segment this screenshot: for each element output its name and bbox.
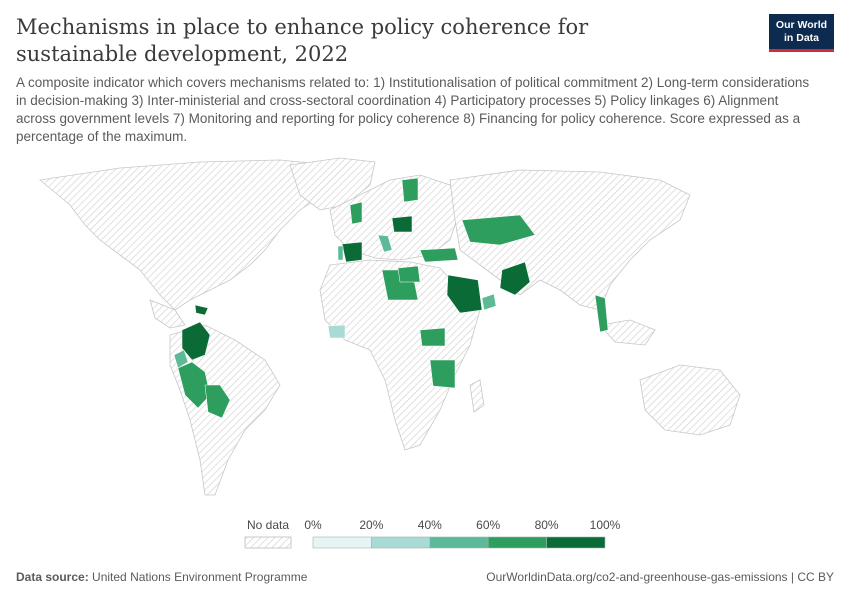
owid-logo[interactable]: Our World in Data bbox=[769, 14, 834, 52]
country-poland bbox=[391, 215, 413, 233]
data-source: Data source: United Nations Environment … bbox=[16, 570, 307, 584]
land-madagascar bbox=[469, 379, 485, 413]
country-saudi-arabia bbox=[446, 274, 483, 314]
country-turkey bbox=[419, 247, 459, 263]
data-source-text: United Nations Environment Programme bbox=[92, 570, 308, 584]
country-italy bbox=[377, 234, 393, 253]
country-pakistan bbox=[499, 261, 531, 296]
country-spain bbox=[341, 241, 363, 263]
legend-bin-label-2: 40% bbox=[418, 518, 442, 532]
country-colombia bbox=[181, 321, 211, 361]
chart-title: Mechanisms in place to enhance policy co… bbox=[16, 15, 589, 66]
legend-bin-label-1: 20% bbox=[359, 518, 383, 532]
land-se-asia bbox=[599, 319, 656, 346]
country-portugal bbox=[337, 245, 344, 261]
country-ecuador bbox=[173, 349, 189, 369]
legend-bin-3[interactable] bbox=[487, 536, 547, 549]
data-source-label: Data source: bbox=[16, 570, 89, 584]
legend-bin-label-0: 0% bbox=[304, 518, 322, 532]
country-shapes bbox=[173, 177, 609, 419]
country-libya bbox=[397, 265, 421, 283]
legend-bins: 0% 20% 40% 60% 80% bbox=[304, 518, 606, 549]
land-greenland bbox=[289, 157, 376, 211]
land-central-america bbox=[149, 299, 186, 329]
legend-no-data-label: No data bbox=[247, 518, 289, 532]
country-tanzania bbox=[429, 359, 456, 389]
land-north-america bbox=[39, 159, 331, 311]
legend-bin-1[interactable] bbox=[371, 536, 431, 549]
legend-bin-4[interactable] bbox=[546, 536, 606, 549]
country-vietnam bbox=[594, 294, 609, 333]
country-bolivia bbox=[204, 384, 231, 419]
legend-no-data-swatch bbox=[244, 536, 292, 549]
country-car bbox=[419, 327, 446, 347]
chart-subtitle: A composite indicator which covers mecha… bbox=[16, 75, 810, 144]
country-ivory-coast bbox=[327, 324, 346, 339]
color-legend: No data 0% 20% 40% 60% 80% 100% bbox=[244, 518, 621, 549]
no-data-land bbox=[39, 157, 741, 496]
country-oman bbox=[481, 293, 497, 311]
world-map[interactable] bbox=[0, 150, 850, 510]
legend-bin-2[interactable] bbox=[429, 536, 489, 549]
legend-bin-label-4: 80% bbox=[535, 518, 559, 532]
source-url[interactable]: OurWorldinData.org/co2-and-greenhouse-ga… bbox=[486, 570, 834, 584]
legend-end-label: 100% bbox=[590, 518, 621, 532]
country-cuba bbox=[194, 304, 209, 316]
legend-bin-label-3: 60% bbox=[476, 518, 500, 532]
logo-line-2: in Data bbox=[783, 32, 819, 44]
land-australia bbox=[639, 364, 741, 436]
country-kazakhstan bbox=[461, 214, 536, 246]
country-uk bbox=[349, 201, 363, 225]
logo-red-bar bbox=[769, 49, 834, 52]
logo-line-1: Our World bbox=[775, 19, 828, 31]
country-sweden-finland bbox=[401, 177, 419, 203]
legend-bin-0[interactable] bbox=[312, 536, 372, 549]
